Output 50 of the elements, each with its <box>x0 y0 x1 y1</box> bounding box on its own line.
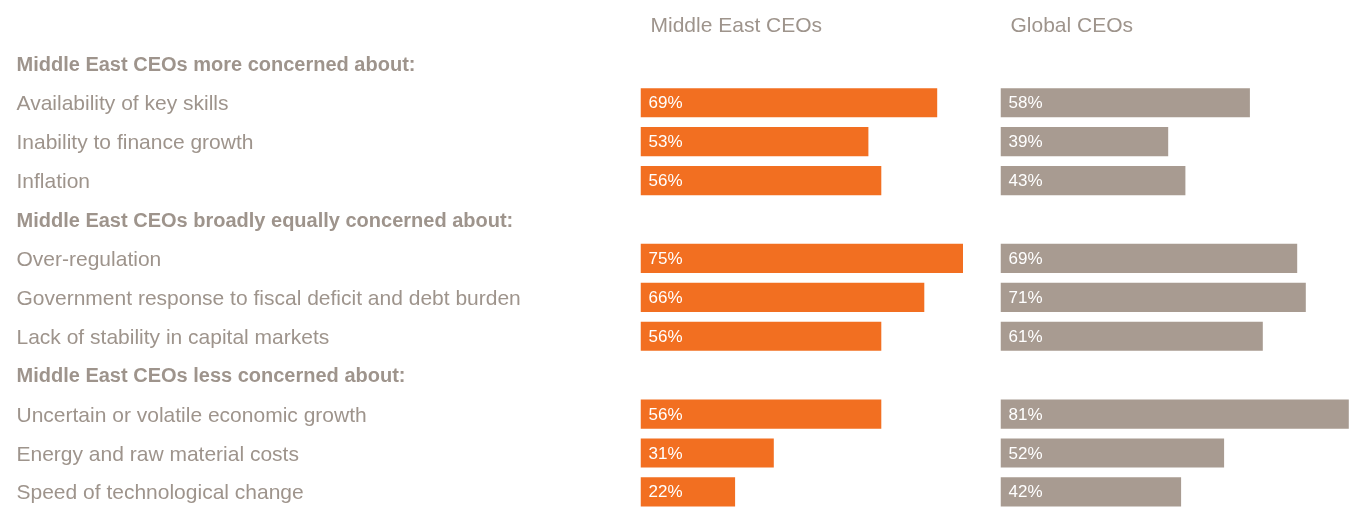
bar <box>1000 399 1349 429</box>
bar <box>640 321 882 351</box>
data-label: 56% <box>648 326 683 346</box>
bar <box>1000 243 1298 274</box>
bar <box>1000 477 1182 507</box>
bar <box>1000 127 1169 157</box>
data-label: 53% <box>648 132 683 152</box>
data-label: 58% <box>1008 93 1043 113</box>
text: Middle East CEOs more concerned about: <box>16 52 416 75</box>
bar <box>640 127 869 157</box>
bar <box>640 243 963 274</box>
data-label: 69% <box>648 93 683 113</box>
data-label: 39% <box>1008 132 1043 152</box>
data-label: 22% <box>648 482 683 502</box>
chart-title: Global CEOs <box>1010 12 1134 36</box>
bar <box>640 166 882 196</box>
data-label: 42% <box>1008 482 1043 502</box>
data-label: 43% <box>1008 171 1043 191</box>
bar <box>640 282 925 312</box>
y-tick-label: Lack of stability in capital markets <box>16 324 330 348</box>
y-tick-label: Over-regulation <box>16 246 162 270</box>
bar <box>1000 321 1263 351</box>
y-tick-label: Inflation <box>16 169 91 193</box>
data-label: 69% <box>1008 248 1043 268</box>
y-tick-label: Government response to fiscal deficit and debt burden <box>16 285 521 309</box>
data-label: 61% <box>1008 326 1043 346</box>
data-label: 56% <box>648 404 683 424</box>
bar <box>1000 166 1186 196</box>
data-label: 56% <box>648 171 683 191</box>
text: Middle East CEOs broadly equally concerned about: <box>16 208 514 231</box>
data-label: 31% <box>648 443 683 463</box>
data-label: 66% <box>648 287 683 307</box>
y-tick-label: Inability to finance growth <box>16 130 254 154</box>
bar <box>640 88 938 118</box>
y-tick-label: Energy and raw material costs <box>16 441 299 465</box>
bar <box>1000 88 1250 118</box>
y-tick-label: Speed of technological change <box>16 480 304 504</box>
y-tick-label: Uncertain or volatile economic growth <box>16 402 367 426</box>
bar <box>1000 282 1306 312</box>
data-label: 75% <box>648 248 683 268</box>
data-label: 71% <box>1008 287 1043 307</box>
chart-title: Middle East CEOs <box>650 12 823 36</box>
text: Middle East CEOs less concerned about: <box>16 364 406 387</box>
y-tick-label: Availability of key skills <box>16 91 229 115</box>
bar <box>640 438 774 468</box>
data-label: 81% <box>1008 404 1043 424</box>
bar <box>1000 438 1225 468</box>
bar <box>640 477 736 507</box>
bar <box>640 399 882 429</box>
data-label: 52% <box>1008 443 1043 463</box>
